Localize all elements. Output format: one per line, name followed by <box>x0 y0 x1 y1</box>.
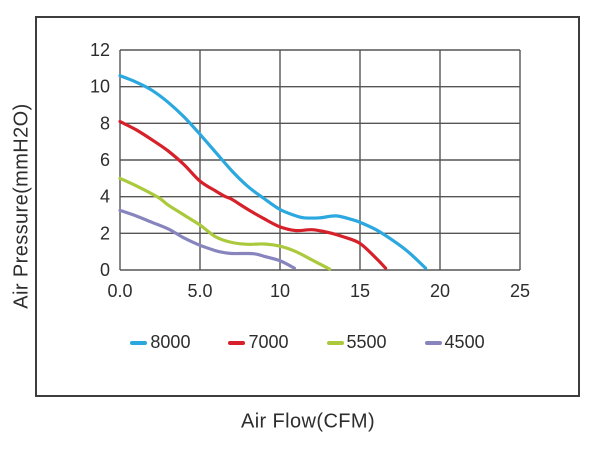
legend-item-7000: 7000 <box>228 332 289 353</box>
x-tick-label: 15 <box>350 281 370 301</box>
x-tick-label: 20 <box>430 281 450 301</box>
series-curve-8000 <box>118 74 428 270</box>
y-tick-label: 6 <box>100 150 110 170</box>
legend-swatch-icon <box>228 340 246 345</box>
series-curve-5500 <box>118 176 332 271</box>
chart-border <box>35 16 580 397</box>
y-tick-label: 2 <box>100 223 110 243</box>
series-curve-4500 <box>118 208 296 270</box>
legend-label: 8000 <box>150 332 191 352</box>
y-tick-label: 0 <box>100 260 110 280</box>
legend-label: 7000 <box>248 332 289 352</box>
legend-item-8000: 8000 <box>130 332 190 353</box>
legend-item-5500: 5500 <box>326 332 387 353</box>
y-tick-label: 12 <box>90 40 110 60</box>
series-curve-7000 <box>118 119 388 270</box>
x-tick-label: 0.0 <box>107 281 132 301</box>
x-tick-label: 25 <box>510 281 530 301</box>
legend-label: 4500 <box>444 332 485 352</box>
legend-label: 5500 <box>346 332 387 352</box>
legend-swatch-icon <box>424 340 442 345</box>
y-tick-label: 4 <box>100 187 110 207</box>
y-tick-label: 8 <box>100 113 110 133</box>
x-axis-title: Air Flow(CFM) <box>240 410 376 433</box>
y-axis-title: Air Pressure(mmH2O) <box>10 103 33 309</box>
x-tick-label: 5.0 <box>187 281 212 301</box>
legend-swatch-icon <box>130 340 148 345</box>
x-tick-label: 10 <box>270 281 290 301</box>
legend: 8000 7000 5500 4500 <box>36 332 579 353</box>
legend-item-4500: 4500 <box>424 332 485 353</box>
legend-swatch-icon <box>326 340 344 345</box>
y-tick-label: 10 <box>90 77 110 97</box>
